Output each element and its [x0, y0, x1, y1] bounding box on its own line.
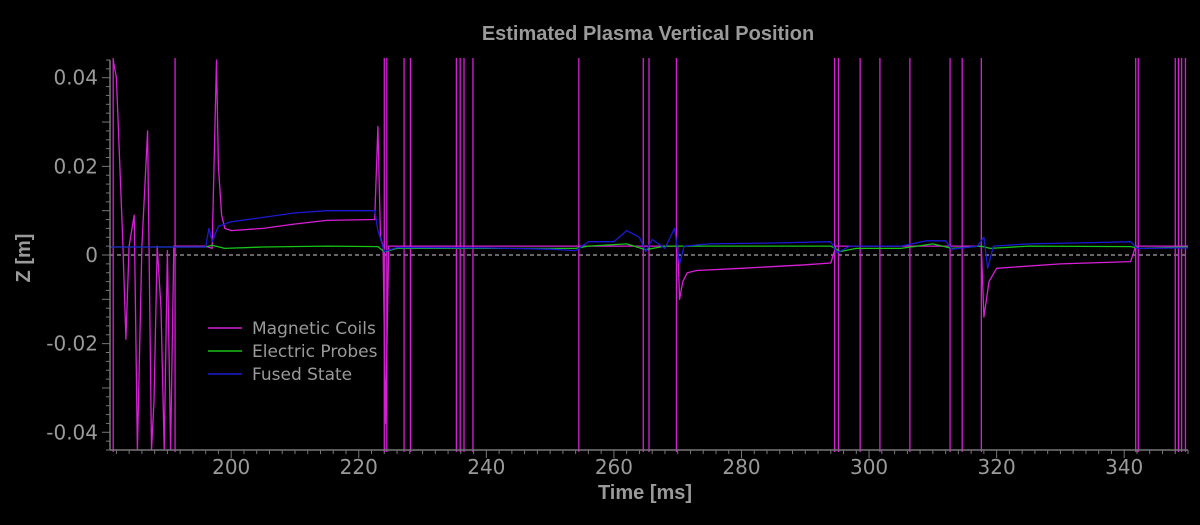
plot-area [110, 58, 1188, 452]
x-tick-label: 200 [212, 455, 250, 479]
chart-title: Estimated Plasma Vertical Position [482, 23, 814, 45]
legend-label: Fused State [252, 365, 352, 385]
y-tick-label: -0.02 [46, 332, 98, 356]
x-tick-label: 240 [467, 455, 505, 479]
x-axis: 200 220 240 260 280 300 320 340 [115, 450, 1189, 479]
x-tick-label: 220 [340, 455, 378, 479]
series-line [110, 243, 1188, 253]
series-fused-state [110, 210, 1188, 269]
x-tick-label: 300 [850, 455, 888, 479]
y-tick-label: 0 [85, 243, 98, 267]
series-electric-probes [110, 243, 1188, 253]
y-tick-label: 0.04 [53, 66, 98, 90]
x-tick-label: 340 [1105, 455, 1143, 479]
x-tick-label: 260 [595, 455, 633, 479]
legend: Magnetic Coils Electric Probes Fused State [208, 319, 378, 385]
x-axis-label: Time [ms] [598, 482, 692, 504]
series-magnetic-coils [112, 58, 1188, 452]
legend-label: Electric Probes [252, 342, 378, 362]
y-axis: 0.04 0.02 0 -0.02 -0.04 [46, 59, 110, 451]
y-axis-label: Z [m] [13, 234, 35, 283]
series-group [110, 58, 1188, 452]
x-tick-label: 320 [978, 455, 1016, 479]
x-tick-label: 280 [722, 455, 760, 479]
y-tick-label: 0.02 [53, 154, 98, 178]
legend-label: Magnetic Coils [252, 319, 376, 339]
series-line [110, 210, 1188, 269]
y-tick-label: -0.04 [46, 420, 98, 444]
